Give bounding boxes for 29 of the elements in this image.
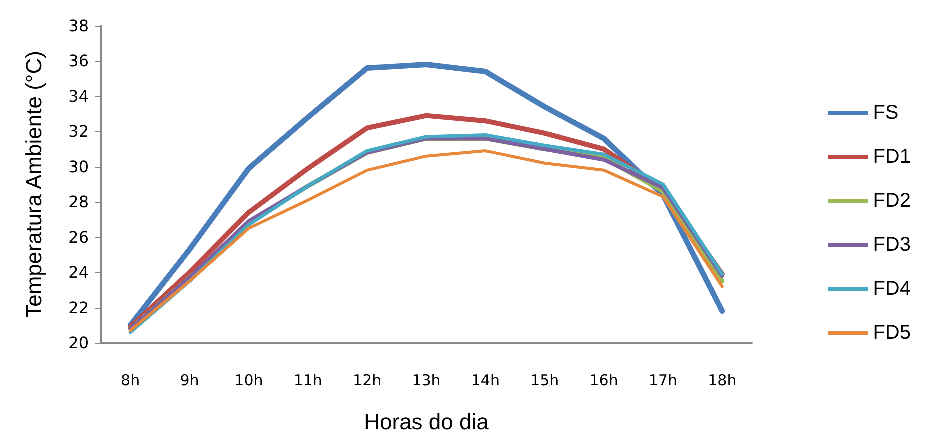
x-tick-label: 12h xyxy=(353,372,382,390)
y-tick-label: 32 xyxy=(68,122,89,142)
y-tick-label: 38 xyxy=(68,16,89,36)
legend-label: FD2 xyxy=(873,190,912,212)
y-tick-label: 24 xyxy=(68,263,89,282)
x-axis-title: Horas do dia xyxy=(364,410,490,434)
x-tick-label: 15h xyxy=(530,372,560,390)
legend-label: FD1 xyxy=(873,146,912,168)
x-tick-label: 16h xyxy=(590,372,618,390)
x-tick-label: 10h xyxy=(234,372,264,390)
y-tick-label: 28 xyxy=(68,192,89,212)
y-tick-label: 26 xyxy=(68,228,89,247)
legend-label: FD3 xyxy=(873,234,912,256)
x-tick-label: 8h xyxy=(121,372,140,390)
legend-label: FD4 xyxy=(873,278,912,300)
y-tick-label: 30 xyxy=(68,157,89,176)
y-tick-label: 34 xyxy=(68,86,89,106)
x-tick-label: 13h xyxy=(412,372,441,390)
legend-label: FD5 xyxy=(873,322,912,344)
legend-label: FS xyxy=(873,102,899,124)
x-tick-label: 9h xyxy=(180,372,200,390)
y-tick-label: 22 xyxy=(68,298,89,318)
x-tick-label: 11h xyxy=(294,372,322,390)
y-tick-label: 20 xyxy=(68,334,89,352)
x-tick-label: 14h xyxy=(471,372,500,390)
y-axis-title: Temperatura Ambiente (°C) xyxy=(22,51,46,318)
x-tick-label: 17h xyxy=(648,372,678,390)
x-tick-label: 18h xyxy=(708,372,737,390)
y-tick-label: 36 xyxy=(68,52,89,71)
